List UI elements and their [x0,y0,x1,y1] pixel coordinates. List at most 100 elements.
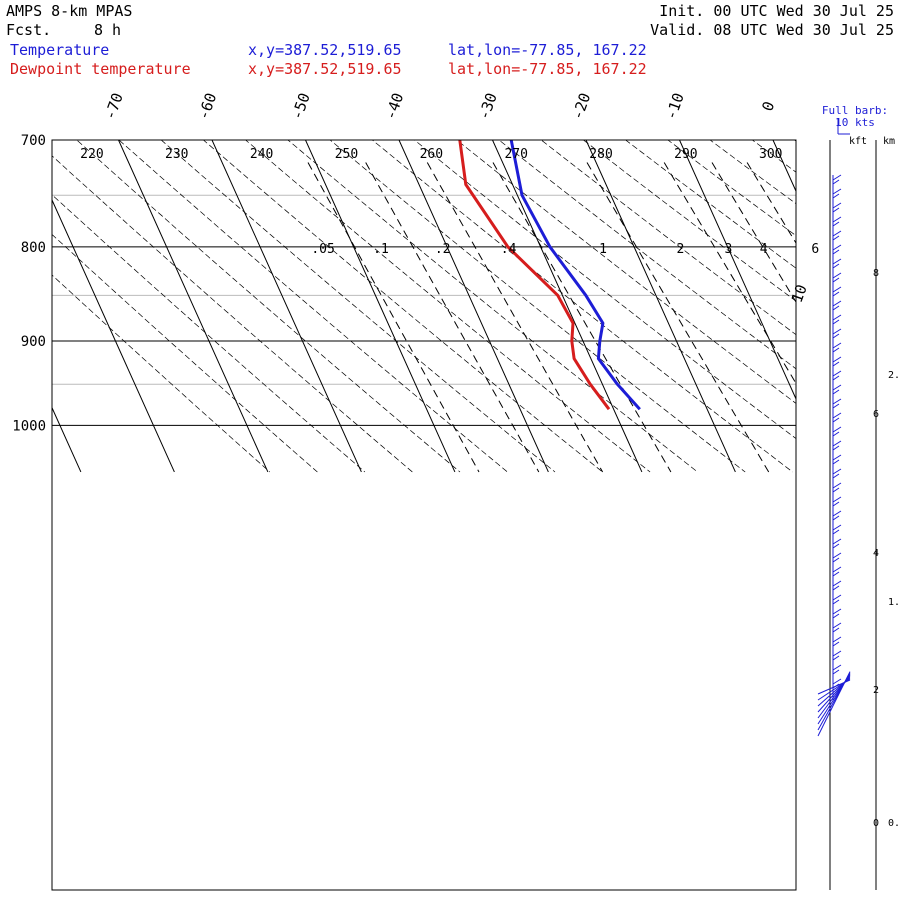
wind-barb [832,496,842,507]
isotherm [52,406,82,473]
dry-adiabat [498,140,796,370]
mixing-ratio-line [799,163,900,473]
isotherm [492,140,643,473]
dewpoint-profile [458,140,611,411]
temperature-profile [509,140,641,411]
dry-adiabat [76,140,461,473]
wind-barb [832,314,842,325]
wind-barb [832,440,842,451]
wind-barb [832,258,842,269]
wind-barb [832,510,842,521]
dry-adiabat [118,140,508,473]
wind-barb [832,412,842,423]
isotherm [305,140,456,473]
dry-adiabat [52,155,413,473]
mixing-ratio-line [426,162,604,473]
wind-barb [832,552,842,563]
mixing-ratio-label: 1 [599,242,607,257]
dry-adiabat [160,140,556,473]
wind-barb-low [817,671,851,737]
forecast-label: Fcst. [6,21,52,39]
km-label: 2. [888,370,900,381]
wind-barb [832,300,842,311]
isotherm [118,140,269,473]
dry-adiabat [751,140,796,173]
dry-adiabat-label: 260 [420,147,443,162]
dry-adiabat [287,140,698,473]
isotherm-label: 10 [788,282,811,305]
dry-adiabat [667,140,796,237]
dry-adiabat [540,140,796,336]
wind-barb [832,244,842,255]
dewpoint-legend: Dewpoint temperature [10,60,191,78]
kft-axis-label: kft [849,136,867,147]
mixing-ratio-label: 3 [724,242,732,257]
mixing-ratio-label: 2 [677,242,685,257]
isotherm [679,140,796,401]
isotherm-label: -30 [475,90,501,122]
wind-barb [832,650,842,661]
plot-frame [51,139,797,891]
dewpoint-latlon: lat,lon=-77.85, 167.22 [448,60,647,78]
wind-barb [832,524,842,535]
wind-barb [832,272,842,283]
pressure-label: 900 [21,334,46,350]
isotherm-label: -20 [568,90,594,122]
kft-label: 4 [873,548,879,559]
kft-label: 2 [873,685,879,696]
isotherm [772,140,796,193]
dry-adiabat-label: 290 [674,147,697,162]
km-label: 1. [888,597,900,608]
dry-adiabat-label: 220 [80,147,103,162]
wind-barb [832,566,842,577]
dry-adiabat [582,140,796,302]
pressure-label: 700 [21,133,46,149]
wind-barb [832,342,842,353]
dry-adiabat [371,140,793,473]
dry-adiabat-label: 280 [589,147,612,162]
isotherm-label: -40 [381,90,407,122]
mixing-ratio-line [663,162,796,385]
isotherm-label: -60 [194,90,220,122]
wind-panel-title: Full barb: [822,104,888,117]
temperature-latlon: lat,lon=-77.85, 167.22 [448,41,647,59]
km-axis-label: km [883,136,895,147]
isotherm [867,140,900,472]
mixing-ratio-line [307,162,480,473]
dry-adiabat-label: 250 [335,147,358,162]
wind-barb [832,664,842,675]
mixing-ratio-label: 6 [811,242,819,257]
wind-barb [832,328,842,339]
wind-barb [832,174,842,185]
wind-barb [832,608,842,619]
wind-barb [832,370,842,381]
dry-adiabat [52,194,366,473]
kft-label: 8 [873,268,879,279]
mixing-ratio-line [492,162,672,473]
km-label: 0. [888,818,900,829]
wind-barb [832,384,842,395]
mixing-ratio-line [711,162,796,304]
isotherm-label: -70 [101,90,127,122]
isotherm [398,140,549,473]
mixing-ratio-line [365,162,540,473]
dry-adiabat [52,234,318,473]
isotherm-label: -10 [662,90,688,122]
mixing-ratio-label: .2 [435,242,451,257]
wind-barb [832,594,842,605]
dry-adiabat [413,140,796,440]
dry-adiabat-label: 270 [504,147,527,162]
kft-label: 0 [873,818,879,829]
wind-barb [832,286,842,297]
dry-adiabat [245,140,651,473]
wind-barb [832,454,842,465]
wind-panel-subtitle: 10 kts [835,116,875,129]
wind-barb [832,188,842,199]
dewpoint-xy: x,y=387.52,519.65 [248,60,402,78]
kft-label: 6 [873,409,879,420]
dry-adiabat-label: 300 [759,147,782,162]
wind-barb [832,538,842,549]
wind-barb [832,216,842,227]
mixing-ratio-label: .05 [311,242,334,257]
